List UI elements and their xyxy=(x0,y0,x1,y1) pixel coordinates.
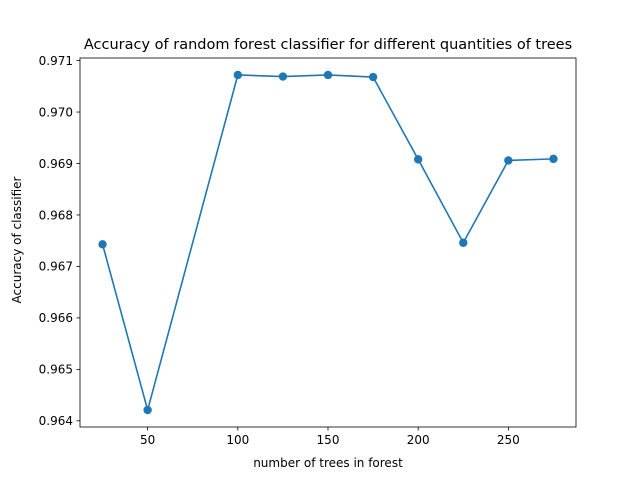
chart-title: Accuracy of random forest classifier for… xyxy=(84,37,572,53)
data-point xyxy=(549,154,558,164)
x-tick-label: 100 xyxy=(226,433,249,447)
data-point xyxy=(504,156,513,165)
x-tick-label: 150 xyxy=(317,433,340,447)
data-point xyxy=(368,72,378,82)
y-tick-label: 0.966 xyxy=(39,311,73,325)
data-point xyxy=(233,70,243,80)
y-tick-label: 0.968 xyxy=(39,208,73,222)
x-axis-label: number of trees in forest xyxy=(253,456,403,470)
data-point xyxy=(98,240,107,249)
data-point xyxy=(143,405,152,415)
y-tick-label: 0.970 xyxy=(39,105,73,119)
x-tick-label: 250 xyxy=(497,433,520,447)
x-tick-label: 200 xyxy=(407,433,430,447)
data-point xyxy=(413,155,423,164)
data-point xyxy=(323,70,333,80)
y-tick-label: 0.965 xyxy=(39,363,73,377)
x-tick-label: 50 xyxy=(140,433,155,447)
y-tick-label: 0.964 xyxy=(39,414,73,428)
plot-area: 50 100 150 200 250 0.964 0.965 0.966 0.967 0.968 0… xyxy=(39,54,577,447)
y-tick-label: 0.971 xyxy=(39,54,73,68)
series-line xyxy=(101,74,554,411)
data-point xyxy=(278,72,288,81)
data-point xyxy=(459,238,468,247)
y-axis-label: Accuracy of classifier xyxy=(10,176,24,303)
y-tick-label: 0.969 xyxy=(39,157,73,171)
y-tick-label: 0.967 xyxy=(39,260,73,274)
